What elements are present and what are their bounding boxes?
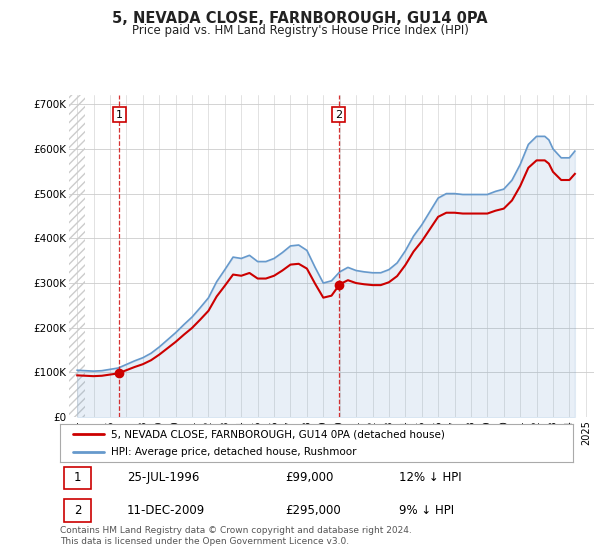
Text: 5, NEVADA CLOSE, FARNBOROUGH, GU14 0PA: 5, NEVADA CLOSE, FARNBOROUGH, GU14 0PA	[112, 11, 488, 26]
Text: £295,000: £295,000	[286, 504, 341, 517]
Text: 1: 1	[74, 471, 81, 484]
Bar	[69, 95, 85, 417]
Text: 11-DEC-2009: 11-DEC-2009	[127, 504, 205, 517]
Text: Contains HM Land Registry data © Crown copyright and database right 2024.
This d: Contains HM Land Registry data © Crown c…	[60, 526, 412, 546]
Text: Price paid vs. HM Land Registry's House Price Index (HPI): Price paid vs. HM Land Registry's House …	[131, 24, 469, 37]
Bar	[69, 95, 85, 417]
FancyBboxPatch shape	[64, 466, 91, 489]
Text: 9% ↓ HPI: 9% ↓ HPI	[398, 504, 454, 517]
Text: 2: 2	[74, 504, 81, 517]
Text: £99,000: £99,000	[286, 471, 334, 484]
FancyBboxPatch shape	[64, 500, 91, 522]
Text: 12% ↓ HPI: 12% ↓ HPI	[398, 471, 461, 484]
Text: HPI: Average price, detached house, Rushmoor: HPI: Average price, detached house, Rush…	[112, 447, 357, 458]
Text: 5, NEVADA CLOSE, FARNBOROUGH, GU14 0PA (detached house): 5, NEVADA CLOSE, FARNBOROUGH, GU14 0PA (…	[112, 429, 445, 439]
Text: 1: 1	[116, 110, 123, 120]
Text: 25-JUL-1996: 25-JUL-1996	[127, 471, 199, 484]
Text: 2: 2	[335, 110, 342, 120]
